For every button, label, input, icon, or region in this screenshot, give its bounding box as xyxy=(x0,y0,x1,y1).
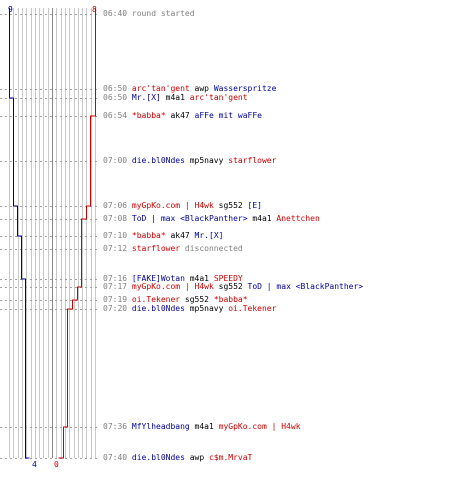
system-text: round started xyxy=(131,9,195,18)
weapon-text: sg552 xyxy=(180,295,214,304)
log-entry: 07:36 MfYlheadbang m4a1 myGpKo.com | H4w… xyxy=(103,422,301,432)
weapon-text: m4a1 xyxy=(189,422,219,431)
top-left-score-label: 9 xyxy=(8,5,13,14)
player-name: MfYlheadbang xyxy=(131,422,190,431)
player-name: *babba* xyxy=(131,111,166,120)
player-name: SPEEDY xyxy=(213,274,243,283)
weapon-text: sg552 xyxy=(213,282,248,291)
log-timestamp: 06:50 xyxy=(103,84,128,93)
log-timestamp: 06:40 xyxy=(103,9,128,18)
player-name: starflower xyxy=(131,244,181,253)
player-name: Anettchen xyxy=(276,214,320,223)
log-entry: 07:10 *babba* ak47 Mr.[X] xyxy=(103,231,223,241)
log-timestamp: 06:50 xyxy=(103,93,128,102)
red-team-score-line xyxy=(58,8,96,459)
player-name: myGpKo.com | H4wk xyxy=(218,422,301,431)
player-name: *babba* xyxy=(213,295,248,304)
weapon-text: m4a1 xyxy=(184,274,214,283)
kill-timeline-chart: 9 8 4 0 xyxy=(0,5,100,469)
event-guide-lines xyxy=(0,14,100,459)
player-name: ToD | max <BlackPanther> xyxy=(131,214,248,223)
player-name: die.bl0Ndes xyxy=(131,156,185,165)
player-name: [E] xyxy=(247,201,262,210)
bottom-right-score-label: 0 xyxy=(54,460,59,469)
player-name: arc'tan'gent xyxy=(189,93,248,102)
log-timestamp: 07:06 xyxy=(103,201,128,210)
log-entry: 06:54 *babba* ak47 aFFe mit waFFe xyxy=(103,111,262,121)
weapon-text: mp5navy xyxy=(184,156,229,165)
player-name: Mr.[X] xyxy=(194,231,224,240)
log-timestamp: 07:08 xyxy=(103,214,128,223)
weapon-text: sg552 xyxy=(213,201,248,210)
log-entry: 07:08 ToD | max <BlackPanther> m4a1 Anet… xyxy=(103,214,320,224)
log-timestamp: 07:36 xyxy=(103,422,128,431)
log-entry: 07:16 [FAKE]Wotan m4a1 SPEEDY xyxy=(103,274,243,284)
player-name: c$m.MrvaT xyxy=(209,453,253,462)
log-timestamp: 06:54 xyxy=(103,111,128,120)
log-entry: 07:20 die.bl0Ndes mp5navy oi.Tekener xyxy=(103,304,276,314)
player-name: aFFe mit waFFe xyxy=(194,111,262,120)
log-entry: 06:40 round started xyxy=(103,9,195,19)
player-name: arc'tan'gent xyxy=(131,84,190,93)
log-timestamp: 07:16 xyxy=(103,274,128,283)
weapon-text: ak47 xyxy=(165,231,195,240)
player-name: *babba* xyxy=(131,231,166,240)
player-name: die.bl0Ndes xyxy=(131,304,185,313)
log-timestamp: 07:17 xyxy=(103,282,128,291)
log-timestamp: 07:00 xyxy=(103,156,128,165)
player-name: myGpKo.com | H4wk xyxy=(131,282,214,291)
log-entry: 06:50 arc'tan'gent awp Wasserspritze xyxy=(103,84,276,94)
player-name: ToD | max <BlackPanther> xyxy=(247,282,364,291)
player-name: [FAKE]Wotan xyxy=(131,274,185,283)
weapon-text: m4a1 xyxy=(160,93,190,102)
system-text: disconnected xyxy=(180,244,243,253)
log-entry: 07:19 oi.Tekener sg552 *babba* xyxy=(103,295,248,305)
log-timestamp: 07:12 xyxy=(103,244,128,253)
log-entry: 07:00 die.bl0Ndes mp5navy starflower xyxy=(103,156,276,166)
log-entry: 07:06 myGpKo.com | H4wk sg552 [E] xyxy=(103,201,262,211)
weapon-text: m4a1 xyxy=(247,214,277,223)
weapon-text: awp xyxy=(189,84,214,93)
player-name: Wasserspritze xyxy=(213,84,277,93)
log-entry: 07:12 starflower disconnected xyxy=(103,244,243,254)
bottom-left-score-label: 4 xyxy=(32,460,37,469)
player-name: Mr.[X] xyxy=(131,93,161,102)
player-name: starflower xyxy=(228,156,277,165)
log-entry: 07:40 die.bl0Ndes awp c$m.MrvaT xyxy=(103,453,252,463)
score-grid xyxy=(9,8,96,458)
log-timestamp: 07:10 xyxy=(103,231,128,240)
player-name: oi.Tekener xyxy=(228,304,277,313)
weapon-text: ak47 xyxy=(165,111,195,120)
log-timestamp: 07:20 xyxy=(103,304,128,313)
log-timestamp: 07:19 xyxy=(103,295,128,304)
weapon-text: mp5navy xyxy=(184,304,229,313)
player-name: myGpKo.com | H4wk xyxy=(131,201,214,210)
player-name: die.bl0Ndes xyxy=(131,453,185,462)
log-entry: 07:17 myGpKo.com | H4wk sg552 ToD | max … xyxy=(103,282,363,292)
log-timestamp: 07:40 xyxy=(103,453,128,462)
top-right-score-label: 8 xyxy=(92,5,97,14)
log-entry: 06:50 Mr.[X] m4a1 arc'tan'gent xyxy=(103,93,248,103)
blue-team-score-line xyxy=(9,8,30,459)
weapon-text: awp xyxy=(184,453,209,462)
player-name: oi.Tekener xyxy=(131,295,181,304)
